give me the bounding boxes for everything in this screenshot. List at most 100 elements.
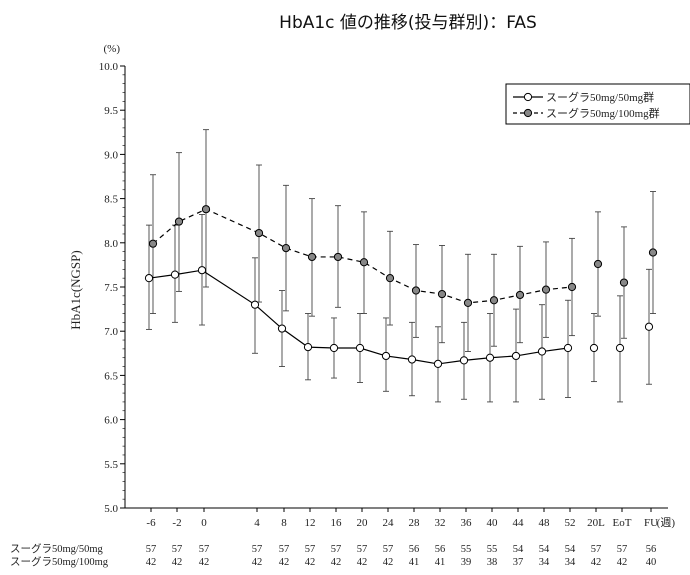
- data-point: [381, 351, 391, 361]
- data-point: [385, 274, 395, 283]
- data-point: [148, 239, 158, 248]
- n-count: 57: [305, 544, 316, 555]
- data-point: [567, 282, 577, 292]
- y-tick-label: 9.5: [104, 105, 118, 117]
- data-point: [515, 290, 525, 300]
- y-tick-label: 8.0: [104, 238, 118, 250]
- x-tick-label: -6: [146, 517, 156, 529]
- n-count: 57: [383, 544, 394, 555]
- legend: スーグラ50mg/50mg群 スーグラ50mg/100mg群: [505, 83, 690, 125]
- data-point: [593, 259, 603, 269]
- n-count: 56: [409, 544, 420, 555]
- n-count: 42: [279, 557, 290, 568]
- data-point: [459, 356, 469, 365]
- data-point: [589, 343, 599, 353]
- x-tick-label: 52: [565, 517, 576, 529]
- n-count: 57: [172, 544, 183, 555]
- y-tick-label: 8.5: [104, 194, 118, 206]
- data-point: [407, 355, 417, 364]
- n-count: 37: [513, 557, 524, 568]
- y-axis-label: HbA1c(NGSP): [68, 250, 83, 329]
- legend-label-series-1: スーグラ50mg/50mg群: [546, 90, 654, 104]
- n-count: 42: [172, 557, 183, 568]
- data-point: [307, 252, 317, 262]
- x-tick-label: 12: [305, 517, 316, 529]
- x-tick-label: 8: [281, 517, 287, 529]
- n-count: 42: [199, 557, 210, 568]
- n-count: 42: [357, 557, 368, 568]
- data-point: [250, 300, 260, 309]
- x-tick-label: 20: [357, 517, 369, 529]
- y-tick-label: 9.0: [104, 149, 118, 161]
- y-tick-label: 5.0: [104, 503, 118, 515]
- n-count: 54: [565, 544, 576, 555]
- n-count: 42: [617, 557, 628, 568]
- data-point: [433, 359, 443, 369]
- data-point: [619, 278, 629, 287]
- data-point: [463, 298, 473, 308]
- x-tick-label: 28: [409, 517, 421, 529]
- data-point: [437, 289, 447, 299]
- y-tick-label: 5.5: [104, 459, 118, 471]
- y-tick-label: 7.0: [104, 326, 118, 338]
- n-count: 57: [331, 544, 342, 555]
- data-point: [170, 270, 180, 279]
- x-tick-label: EoT: [613, 517, 632, 529]
- legend-box: [505, 83, 690, 125]
- data-point: [144, 274, 154, 283]
- data-point: [485, 353, 495, 362]
- data-point: [174, 217, 184, 226]
- n-count: 57: [617, 544, 628, 555]
- series-line: [152, 208, 573, 304]
- data-point: [541, 285, 551, 294]
- data-point: [411, 286, 421, 295]
- n-count: 54: [539, 544, 550, 555]
- n-count: 40: [646, 557, 657, 568]
- legend-label-series-2: スーグラ50mg/100mg群: [546, 106, 660, 120]
- data-point: [201, 205, 211, 214]
- series-line: [148, 269, 569, 365]
- error-bars: [146, 129, 656, 403]
- x-tick-label: 16: [331, 517, 343, 529]
- n-count: 57: [146, 544, 157, 555]
- y-tick-label: 6.0: [104, 415, 118, 427]
- n-count: 38: [487, 557, 498, 568]
- n-count: 57: [357, 544, 368, 555]
- y-tick-label: 6.5: [104, 370, 118, 382]
- data-point: [303, 343, 313, 352]
- n-count: 42: [591, 557, 602, 568]
- data-point: [648, 248, 658, 257]
- x-tick-label: 40: [487, 517, 499, 529]
- data-point: [511, 351, 521, 361]
- n-count: 56: [646, 544, 657, 555]
- x-tick-label: 0: [201, 517, 207, 529]
- data-point: [329, 343, 339, 353]
- data-point: [563, 343, 573, 353]
- data-point: [615, 343, 625, 353]
- x-tick-label: -2: [172, 517, 181, 529]
- n-table-label-series-2: スーグラ50mg/100mg: [10, 555, 109, 568]
- y-tick-label: 7.5: [104, 282, 118, 294]
- data-point: [281, 244, 291, 253]
- n-count: 39: [461, 557, 472, 568]
- n-count: 57: [279, 544, 290, 555]
- legend-marker-series-2: [523, 108, 533, 118]
- data-point: [333, 252, 343, 262]
- series-markers: [144, 205, 658, 369]
- n-count: 34: [539, 557, 550, 568]
- x-tick-label: FU: [644, 517, 658, 529]
- n-count: 57: [252, 544, 263, 555]
- n-count: 55: [487, 544, 498, 555]
- y-unit-label: (%): [104, 43, 121, 55]
- x-tick-label: 20L: [587, 517, 605, 529]
- x-tick-label: 24: [383, 517, 395, 529]
- n-table-label-series-1: スーグラ50mg/50mg: [10, 542, 104, 555]
- n-count: 57: [591, 544, 602, 555]
- data-point: [277, 324, 287, 333]
- n-count: 55: [461, 544, 472, 555]
- n-count: 56: [435, 544, 446, 555]
- x-unit-label: (週): [657, 516, 676, 529]
- x-tick-label: 4: [254, 517, 260, 529]
- n-count: 34: [565, 557, 576, 568]
- data-point: [644, 322, 654, 331]
